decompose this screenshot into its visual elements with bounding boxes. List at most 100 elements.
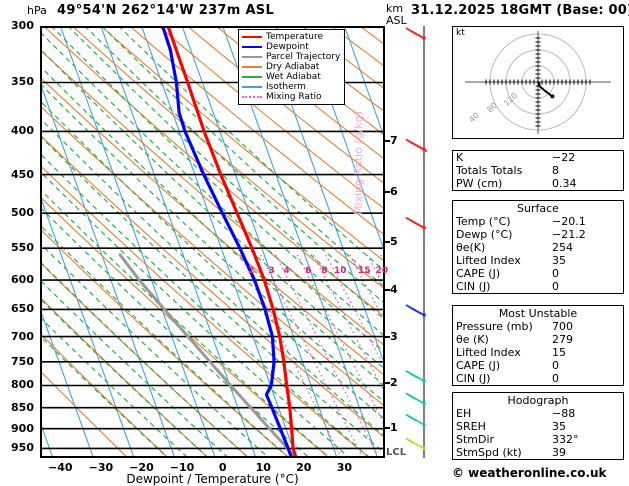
height-tick-mark-3 <box>385 336 390 339</box>
table-row-value: 0 <box>552 267 559 280</box>
table-row-value: −88 <box>552 407 576 420</box>
hodograph-section-title: Hodograph <box>507 394 569 407</box>
height-tick-7: 7 <box>390 134 398 148</box>
table-row: Lifted Index 15 <box>453 346 623 359</box>
legend-item-label: Dry Adiabat <box>266 62 320 72</box>
height-tick-mark-4 <box>385 288 390 291</box>
table-row: StmSpd (kt) 39 <box>453 446 623 459</box>
table-row-value: 0 <box>552 280 559 293</box>
surface-section: Surface Temp (°C) −20.1 Dewp (°C) −21.2 θe(K)… <box>453 201 623 293</box>
table-row: PW (cm) 0.34 <box>453 177 623 190</box>
legend-item-mixing-ratio: Mixing Ratio <box>242 92 340 102</box>
legend-item-label: Temperature <box>266 32 324 42</box>
mixing-ratio-label-20: 20 <box>375 266 389 277</box>
legend-item-label: Mixing Ratio <box>266 92 322 102</box>
pressure-tick-900: 900 <box>11 421 34 435</box>
legend-item-parcel-trajectory: Parcel Trajectory <box>242 52 340 62</box>
pressure-tick-950: 950 <box>11 441 34 455</box>
legend-item-dry-adiabat: Dry Adiabat <box>242 62 340 72</box>
hodograph-section: Hodograph EH −88 SREH 35 StmDir 332° StmSpd (kt… <box>453 393 623 459</box>
legend: Temperature Dewpoint Parcel Trajectory Dry … <box>238 29 346 105</box>
pressure-tick-800: 800 <box>11 378 34 392</box>
table-row-key: θe(K) <box>456 241 486 254</box>
legend-swatch-icon <box>242 86 262 88</box>
hodograph-plot <box>465 31 611 134</box>
table-row-key: Lifted Index <box>456 254 521 267</box>
wind-barb-column <box>405 26 428 458</box>
temperature-tick-20: 20 <box>296 461 312 474</box>
temperature-tick-10: 10 <box>255 461 271 474</box>
table-row-key: Dewp (°C) <box>456 228 513 241</box>
height-tick-mark-5 <box>385 240 390 243</box>
height-unit-line1: km <box>386 2 404 15</box>
legend-item-dewpoint: Dewpoint <box>242 42 340 52</box>
mixing-ratio-label-6: 6 <box>305 266 312 277</box>
legend-swatch-icon <box>242 46 262 48</box>
mixing-ratio-label-10: 10 <box>334 266 347 277</box>
table-row-value: 39 <box>552 446 566 459</box>
height-unit-label: km ASL <box>386 3 407 27</box>
temperature-tick--40: −40 <box>48 461 73 474</box>
temperature-tick-0: 0 <box>218 461 227 474</box>
general-indices-table: K −22 Totals Totals 8 PW (cm) 0.34 <box>452 150 624 191</box>
pressure-tick-650: 650 <box>11 302 34 316</box>
dewpoint-curve <box>160 26 294 458</box>
table-row: CIN (J) 0 <box>453 372 623 385</box>
mixing-ratio-axis-title: Mixing Ratio (g/kg) <box>352 111 365 215</box>
height-tick-3: 3 <box>390 330 398 344</box>
pressure-tick-350: 350 <box>11 75 34 89</box>
height-tick-mark-1 <box>385 427 390 430</box>
legend-swatch-icon <box>242 36 262 38</box>
table-row-key: Pressure (mb) <box>456 320 533 333</box>
legend-swatch-icon <box>242 56 262 58</box>
pressure-tick-750: 750 <box>11 354 34 368</box>
table-row-key: Totals Totals <box>456 164 523 177</box>
temperature-tick--10: −10 <box>169 461 195 474</box>
table-row-value: 0.34 <box>552 177 577 190</box>
most-unstable-section: Most Unstable Pressure (mb) 700 θe (K) 279 Li… <box>453 306 623 385</box>
height-unit-line2: ASL <box>386 14 407 27</box>
x-axis-title: Dewpoint / Temperature (°C) <box>126 472 299 486</box>
temperature-tick-30: 30 <box>336 461 353 474</box>
table-row-key: K <box>456 151 464 164</box>
table-row-key: EH <box>456 407 472 420</box>
height-tick-mark-2 <box>385 382 390 385</box>
height-tick-5: 5 <box>390 234 398 248</box>
legend-item-label: Dewpoint <box>266 42 309 52</box>
general-section: K −22 Totals Totals 8 PW (cm) 0.34 <box>453 151 623 190</box>
surface-indices-table: Surface Temp (°C) −20.1 Dewp (°C) −21.2 θe(K)… <box>452 200 624 294</box>
isobar-lines <box>40 26 385 450</box>
legend-item-wet-adiabat: Wet Adiabat <box>242 72 340 82</box>
height-tick-mark-6 <box>385 190 390 193</box>
pressure-unit-label: hPa <box>27 4 47 17</box>
hodograph-panel: kt 40 80 120 <box>452 26 624 139</box>
table-row: EH −88 <box>453 407 623 420</box>
table-row-key: Lifted Index <box>456 346 521 359</box>
temperature-tick--20: −20 <box>129 461 154 474</box>
table-row-value: 0 <box>552 359 559 372</box>
table-row-key: SREH <box>456 420 486 433</box>
pressure-tick-500: 500 <box>11 206 34 220</box>
table-row-value: 254 <box>552 241 573 254</box>
table-row-value: 8 <box>552 164 559 177</box>
legend-item-isotherm: Isotherm <box>242 82 340 92</box>
legend-swatch-icon <box>242 96 262 98</box>
parcel-trajectory-curve <box>118 253 298 458</box>
mixing-ratio-label-3: 3 <box>268 266 275 277</box>
temperature-tick--30: −30 <box>88 461 114 474</box>
legend-item-label: Isotherm <box>266 82 306 92</box>
footer-credit: © weatheronline.co.uk <box>452 466 607 480</box>
pressure-tick-300: 300 <box>11 19 34 32</box>
table-row: Dewp (°C) −21.2 <box>453 228 623 241</box>
mixing-ratio-label-4: 4 <box>283 266 290 277</box>
table-row-key: CIN (J) <box>456 372 491 385</box>
height-tick-2: 2 <box>390 376 398 390</box>
pressure-tick-850: 850 <box>11 400 34 414</box>
table-row: K −22 <box>453 151 623 164</box>
pressure-tick-550: 550 <box>11 241 34 255</box>
table-row-key: PW (cm) <box>456 177 503 190</box>
legend-item-temperature: Temperature <box>242 32 340 42</box>
mixing-ratio-label-15: 15 <box>358 266 371 277</box>
table-row: Totals Totals 8 <box>453 164 623 177</box>
table-row-key: CIN (J) <box>456 280 491 293</box>
